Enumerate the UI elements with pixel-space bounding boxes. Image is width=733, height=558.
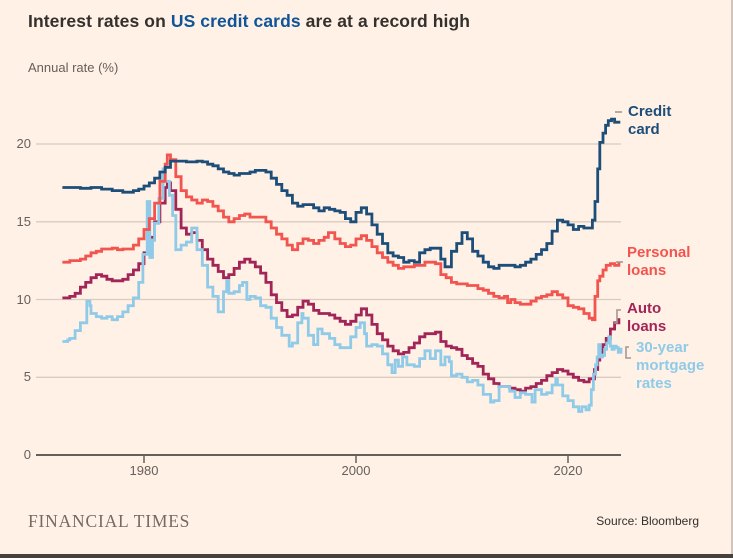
series-label-line: loans: [627, 262, 667, 280]
window-right-edge: [731, 0, 733, 558]
y-axis-label-20: 20: [16, 136, 31, 151]
series-label-line: loans: [627, 318, 667, 336]
series-label-line: 30-year: [636, 338, 689, 356]
y-axis-label-15: 15: [16, 213, 31, 229]
y-axis-label-0: 0: [23, 447, 31, 462]
series-label-line: Credit: [628, 102, 672, 120]
x-axis-label-2020: 2020: [553, 463, 583, 478]
series-line-personal-loans: [62, 153, 621, 322]
y-axis-label-5: 5: [23, 369, 31, 385]
series-line-auto-loans: [62, 181, 621, 393]
financial-times-logotype: FINANCIAL TIMES: [28, 511, 191, 531]
chart-title: Interest rates on US credit cards are at…: [28, 11, 470, 32]
series-label-line: card: [628, 120, 660, 138]
series-line-30-year-mortgage-rates: [62, 167, 623, 413]
leader-mark-30-year-mortgage-rates: [625, 346, 631, 359]
series-label-line: Personal: [627, 244, 691, 262]
series-line-credit-card: [62, 117, 621, 270]
title-suffix: are at a record high: [300, 11, 471, 31]
y-axis-unit-label: Annual rate (%): [28, 60, 119, 75]
series-label-line: mortgage: [636, 356, 705, 374]
y-axis-label-10: 10: [16, 291, 31, 307]
title-highlight: US credit cards: [170, 11, 301, 31]
title-prefix: Interest rates on: [28, 11, 171, 31]
series-label-line: Auto: [627, 300, 662, 318]
x-axis-label-2000: 2000: [341, 463, 371, 478]
series-label-line: rates: [636, 374, 672, 392]
series-label-auto-loans: Auto loans: [627, 300, 666, 336]
leader-mark-auto-loans: [614, 309, 621, 324]
window-bottom-edge: [0, 554, 733, 558]
source-credit: Source: Bloomberg: [596, 514, 699, 528]
series-label-30-year-mortgage-rates: 30-year mortgage rates: [636, 339, 704, 393]
x-axis-label-1980: 1980: [129, 463, 159, 478]
series-label-personal-loans: Personal loans: [627, 244, 690, 280]
series-label-credit-card: Credit card: [628, 103, 671, 139]
